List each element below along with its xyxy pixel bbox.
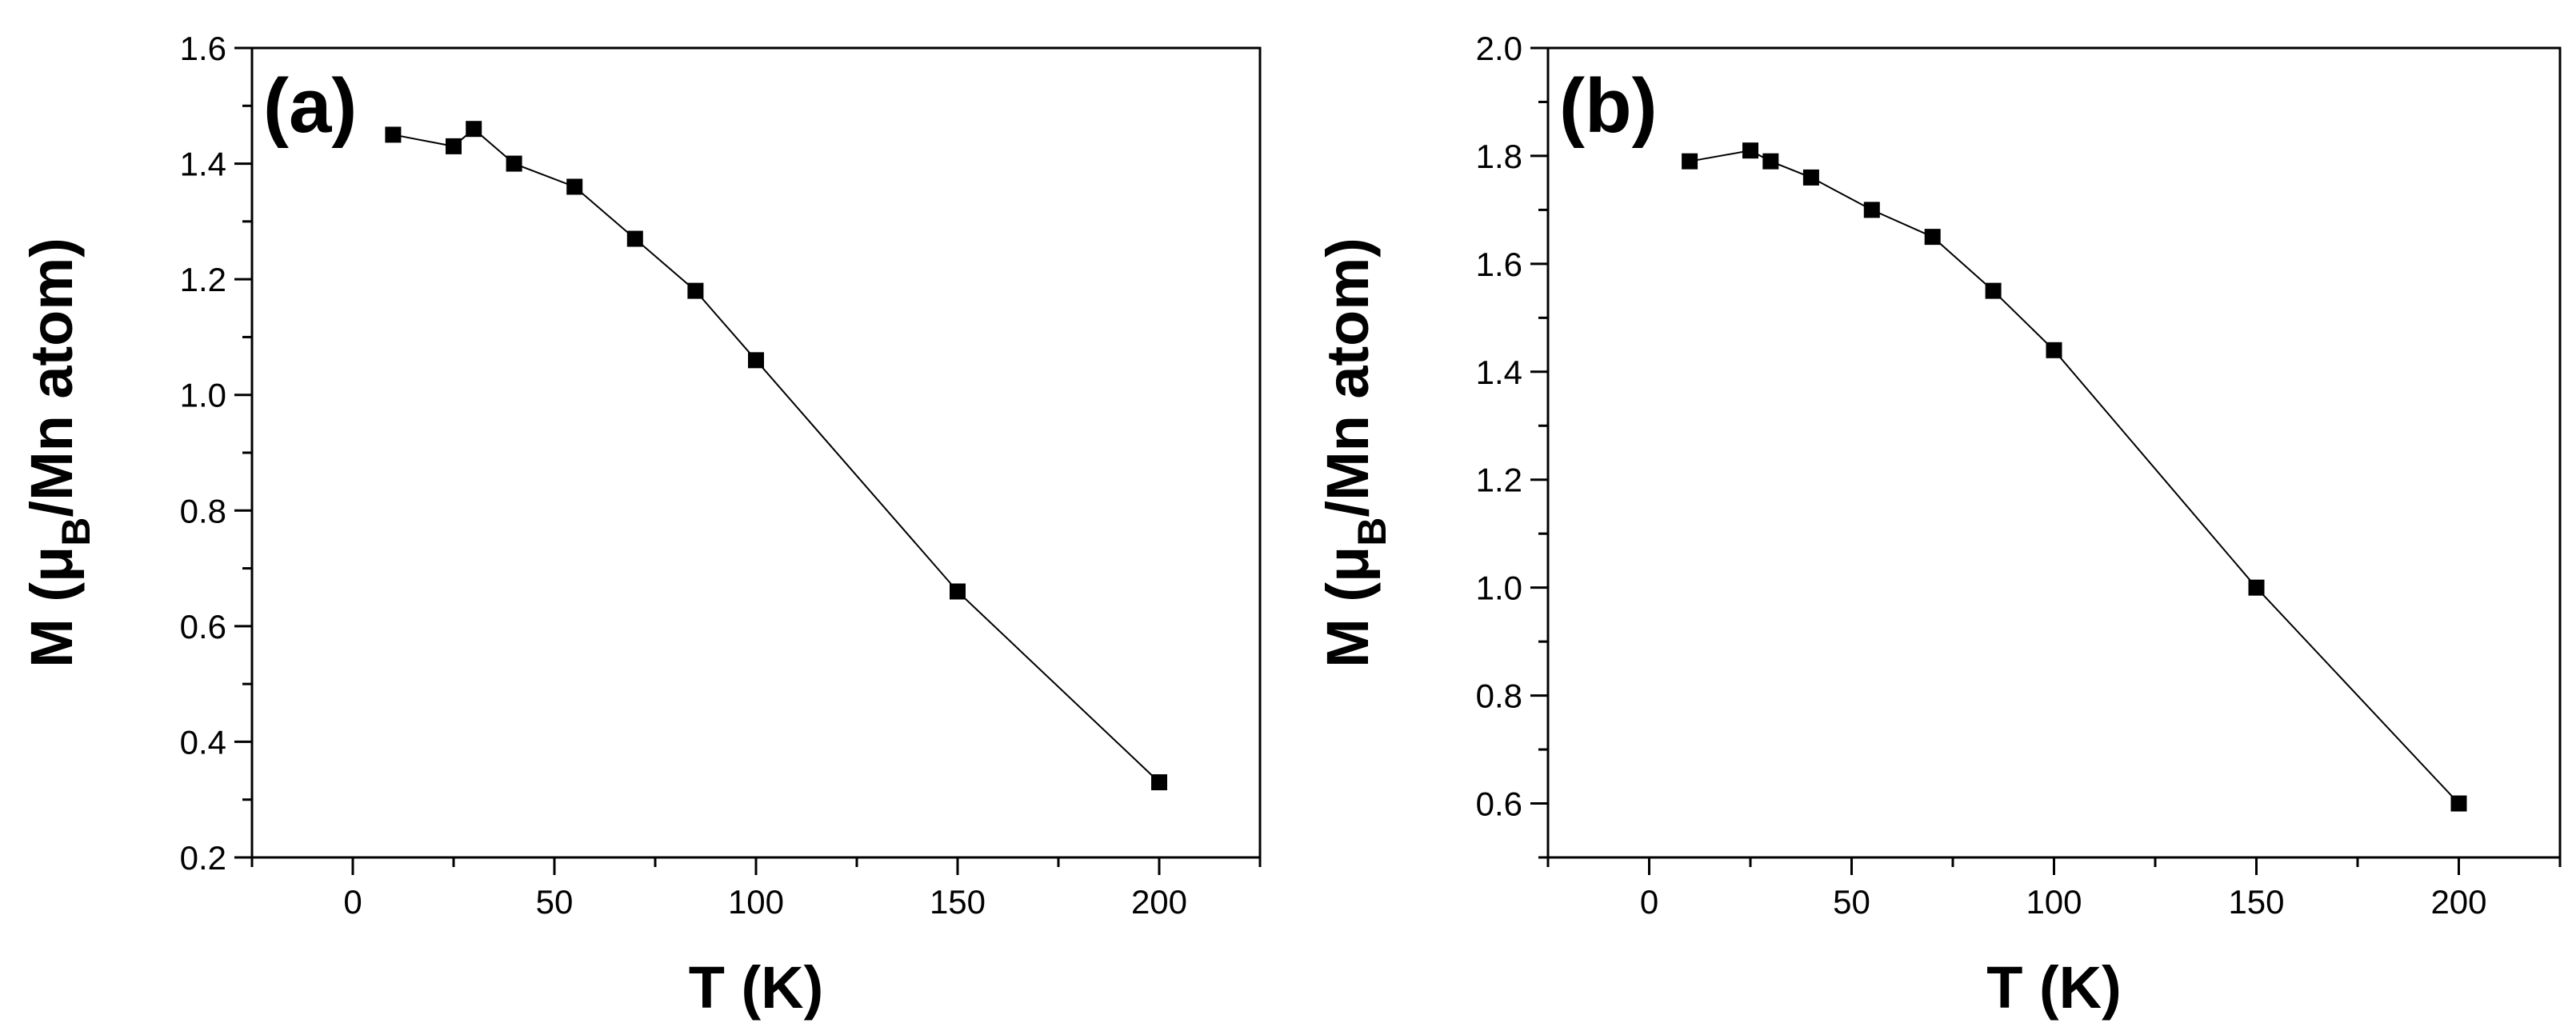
y-tick-label: 1.2	[1476, 462, 1522, 499]
data-point-marker	[2046, 342, 2062, 358]
x-tick-label: 200	[1131, 883, 1187, 921]
data-point-marker	[466, 121, 482, 138]
y-axis-title-sub-a: B	[54, 518, 98, 546]
y-tick-label: 1.4	[180, 146, 226, 183]
y-tick-label: 1.0	[180, 377, 226, 414]
x-axis-title-b: T (K)	[1986, 954, 2122, 1021]
panel-b: 0 50 100 150 200 0.6 0.8 1.0 1.2 1.4 1.6 1.8 2.0 (b…	[1314, 30, 2562, 1021]
y-tick-label: 1.6	[180, 30, 226, 67]
y-tick-label: 2.0	[1476, 30, 1522, 67]
x-tick-label: 100	[2026, 883, 2082, 921]
panel-label-a: (a)	[263, 63, 357, 149]
data-point-marker	[1762, 153, 1779, 170]
panel-a: 0 50 100 150 200 0.2 0.4 0.6 0.8 1.0 1.2 1.4 1.6 (a…	[18, 30, 1262, 1021]
y-axis-title-mu-a: μ	[18, 546, 85, 582]
y-axis-title-main-b: M (	[1314, 582, 1381, 668]
data-point-marker	[2248, 579, 2265, 596]
y-tick-labels-a: 0.2 0.4 0.6 0.8 1.0 1.2 1.4 1.6	[180, 30, 226, 877]
y-tick-label: 1.2	[180, 261, 226, 298]
y-tick-labels-b: 0.6 0.8 1.0 1.2 1.4 1.6 1.8 2.0	[1476, 30, 1522, 823]
data-point-marker	[1802, 169, 1819, 186]
y-axis-title-a: M (μB/Mn atom)	[18, 238, 98, 668]
data-point-marker	[1742, 142, 1758, 159]
series-line-a	[393, 127, 1160, 783]
y-axis-title-sub-b: B	[1350, 518, 1394, 546]
x-tick-label: 0	[343, 883, 362, 921]
x-tick-label: 50	[1833, 883, 1870, 921]
data-point-marker	[385, 126, 402, 143]
x-axis-title-a: T (K)	[689, 954, 824, 1021]
y-tick-label: 0.6	[1476, 785, 1522, 823]
y-tick-label: 0.6	[180, 608, 226, 645]
markers-a	[385, 121, 1167, 791]
y-axis-title-b: M (μB/Mn atom)	[1314, 238, 1394, 668]
x-tick-label: 150	[2228, 883, 2284, 921]
data-point-marker	[506, 155, 522, 172]
data-point-marker	[1985, 282, 2002, 299]
data-point-marker	[626, 230, 643, 247]
data-point-marker	[1151, 774, 1167, 791]
x-tick-label: 200	[2430, 883, 2486, 921]
x-tick-label: 50	[536, 883, 574, 921]
x-tick-label: 0	[1640, 883, 1658, 921]
data-point-marker	[2450, 795, 2467, 812]
y-axis-title-rest-a: /Mn atom)	[18, 238, 85, 517]
axis-ticks-b	[1530, 46, 2562, 875]
data-point-marker	[687, 282, 704, 299]
y-tick-label: 0.4	[180, 723, 226, 761]
y-axis-title-mu-b: μ	[1314, 546, 1381, 582]
y-axis-title-main-a: M (	[18, 582, 85, 668]
y-tick-label: 0.8	[180, 492, 226, 529]
data-point-marker	[748, 352, 764, 369]
y-tick-label: 1.8	[1476, 138, 1522, 175]
y-tick-label: 0.2	[180, 839, 226, 877]
data-point-marker	[1924, 229, 1941, 246]
panel-label-b: (b)	[1559, 63, 1658, 149]
axis-ticks-a	[234, 46, 1262, 875]
markers-b	[1682, 142, 2467, 812]
x-tick-labels-a: 0 50 100 150 200	[343, 883, 1187, 921]
data-point-marker	[1863, 202, 1880, 218]
y-tick-label: 1.6	[1476, 246, 1522, 283]
data-point-marker	[446, 138, 462, 154]
y-axis-title-rest-b: /Mn atom)	[1314, 238, 1381, 517]
data-point-marker	[1682, 153, 1698, 170]
y-tick-label: 1.4	[1476, 354, 1522, 391]
x-tick-label: 150	[930, 883, 986, 921]
data-point-marker	[950, 583, 966, 600]
data-point-marker	[566, 178, 583, 195]
x-tick-labels-b: 0 50 100 150 200	[1640, 883, 2487, 921]
y-tick-label: 0.8	[1476, 677, 1522, 715]
series-line-b	[1689, 150, 2460, 805]
x-tick-label: 100	[728, 883, 784, 921]
y-tick-label: 1.0	[1476, 569, 1522, 607]
